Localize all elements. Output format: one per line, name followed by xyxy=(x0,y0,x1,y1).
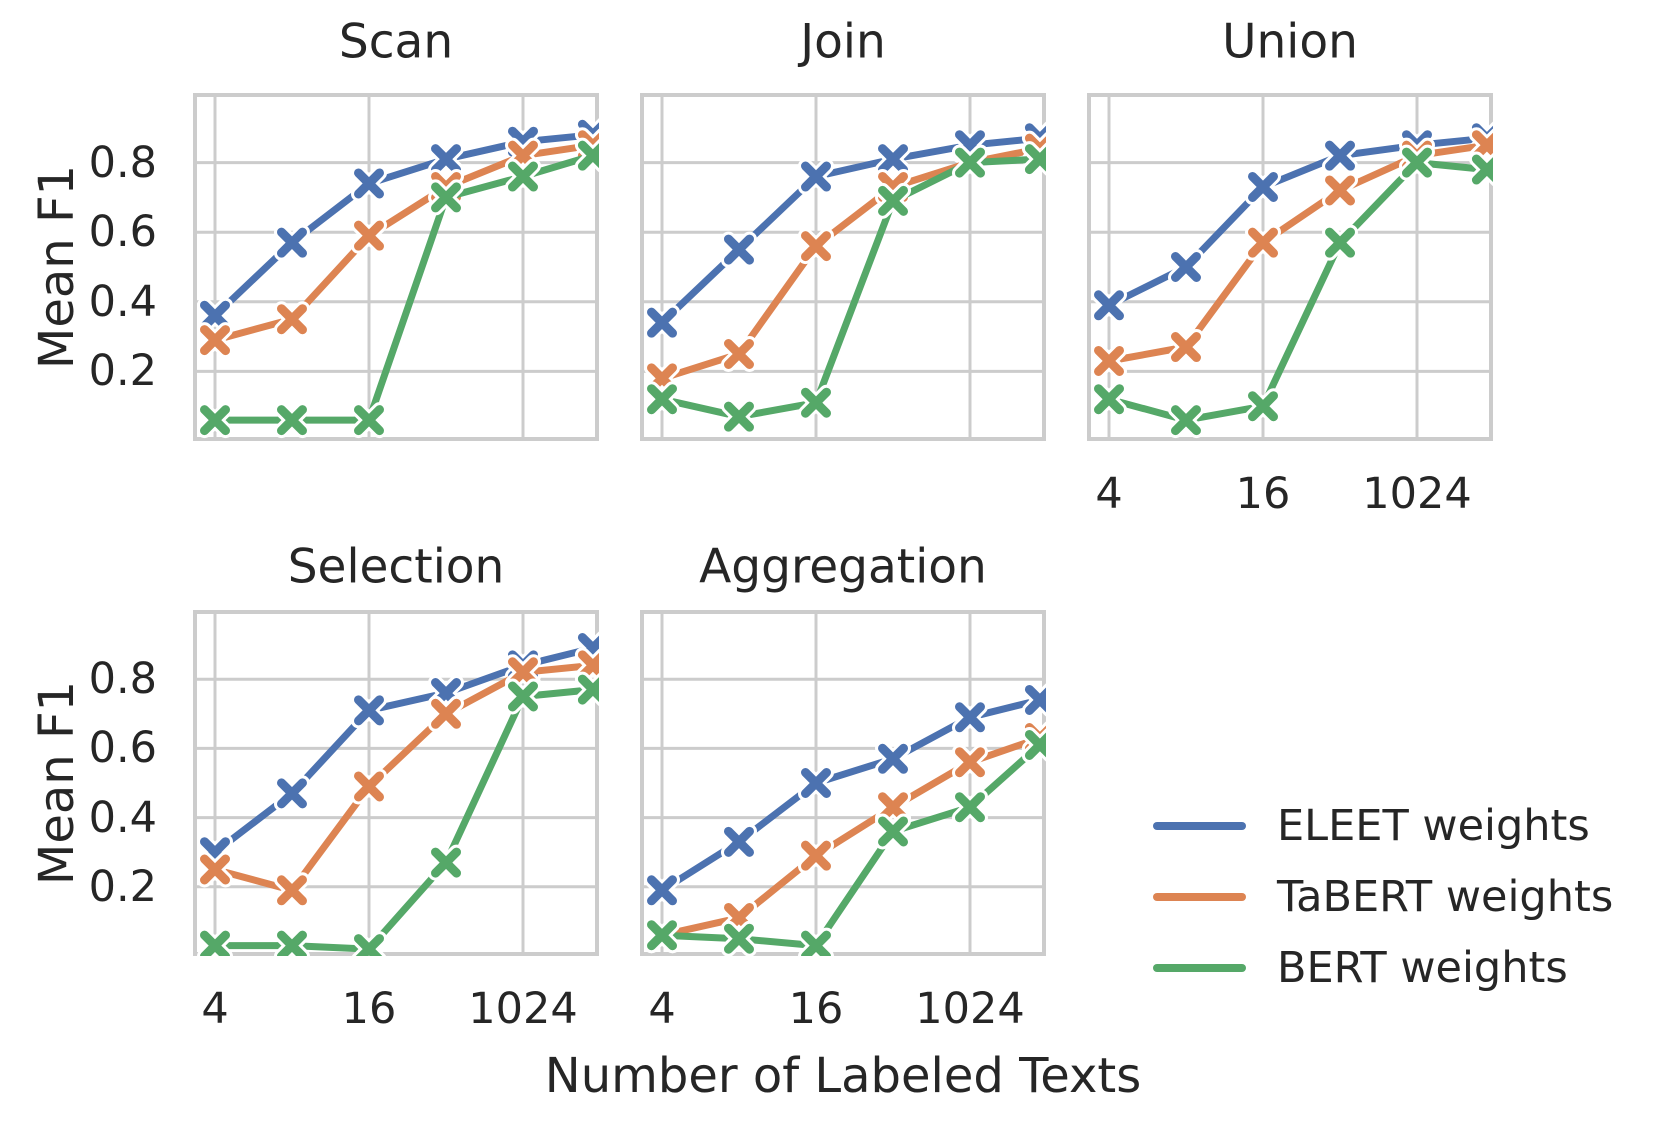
x-tick-label: 4 xyxy=(648,984,676,1034)
legend-item-bert: BERT weights xyxy=(1153,943,1568,993)
y-axis-label-bottom-row: Mean F1 xyxy=(29,680,85,886)
y-tick-label: 0.2 xyxy=(88,346,157,397)
legend-label: ELEET weights xyxy=(1277,801,1590,851)
legend-label: BERT weights xyxy=(1277,943,1568,993)
legend-line-swatch-eleet xyxy=(1153,822,1246,830)
y-tick-label: 0.2 xyxy=(88,861,157,912)
legend-item-eleet: ELEET weights xyxy=(1153,801,1590,851)
plot-area-join xyxy=(640,93,1046,441)
y-axis-label-top-row: Mean F1 xyxy=(29,164,85,370)
plot-area-union xyxy=(1087,93,1493,441)
y-tick-label: 0.4 xyxy=(88,276,157,327)
x-tick-label: 1024 xyxy=(468,984,578,1034)
x-axis-label: Number of Labeled Texts xyxy=(544,1048,1142,1104)
plot-area-aggregation xyxy=(640,610,1046,956)
x-tick-label: 16 xyxy=(341,984,397,1034)
y-tick-label: 0.6 xyxy=(88,207,157,258)
subplot-title-union: Union xyxy=(1222,14,1358,70)
x-tick-label: 1024 xyxy=(915,984,1025,1034)
subplot-join xyxy=(640,93,1046,441)
subplot-union xyxy=(1087,93,1493,441)
plot-area-scan xyxy=(193,93,599,441)
subplot-selection xyxy=(193,610,599,956)
legend-line-swatch-bert xyxy=(1153,964,1246,972)
subplot-aggregation xyxy=(640,610,1046,956)
subplot-title-selection: Selection xyxy=(287,539,505,595)
y-tick-label: 0.4 xyxy=(88,792,157,843)
subplot-title-aggregation: Aggregation xyxy=(699,539,987,595)
legend-label: TaBERT weights xyxy=(1277,872,1614,922)
x-tick-label: 1024 xyxy=(1362,469,1472,519)
y-tick-label: 0.6 xyxy=(88,723,157,774)
x-tick-label: 16 xyxy=(788,984,844,1034)
x-tick-label: 4 xyxy=(201,984,229,1034)
y-tick-label: 0.8 xyxy=(88,137,157,188)
legend-item-tabert: TaBERT weights xyxy=(1153,872,1614,922)
x-tick-label: 16 xyxy=(1235,469,1291,519)
subplot-title-scan: Scan xyxy=(338,14,454,70)
legend-line-swatch-tabert xyxy=(1153,893,1246,901)
subplot-scan xyxy=(193,93,599,441)
plot-area-selection xyxy=(193,610,599,956)
x-tick-label: 4 xyxy=(1095,469,1123,519)
subplot-title-join: Join xyxy=(800,14,886,70)
y-tick-label: 0.8 xyxy=(88,654,157,705)
